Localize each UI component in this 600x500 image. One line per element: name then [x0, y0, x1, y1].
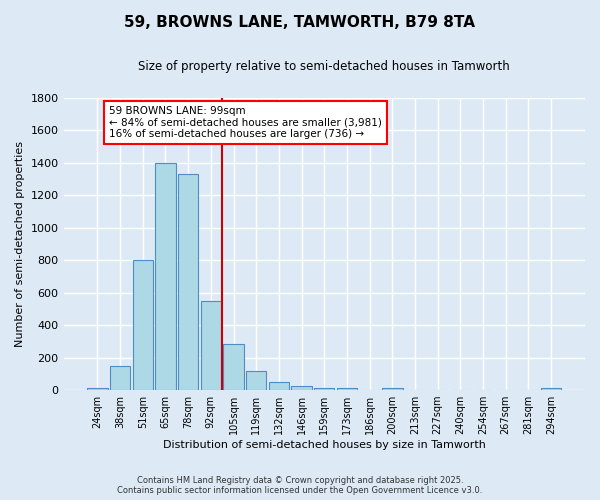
Y-axis label: Number of semi-detached properties: Number of semi-detached properties: [15, 141, 25, 347]
Bar: [133, 260, 153, 390]
Bar: [382, 388, 403, 390]
Bar: [110, 366, 130, 390]
Bar: [541, 388, 561, 390]
Bar: [314, 388, 334, 390]
Bar: [178, 174, 199, 390]
Bar: [87, 388, 107, 390]
Bar: [337, 388, 357, 390]
Title: Size of property relative to semi-detached houses in Tamworth: Size of property relative to semi-detach…: [139, 60, 510, 73]
Bar: [155, 162, 176, 390]
X-axis label: Distribution of semi-detached houses by size in Tamworth: Distribution of semi-detached houses by …: [163, 440, 486, 450]
Bar: [292, 386, 312, 390]
Bar: [246, 370, 266, 390]
Bar: [269, 382, 289, 390]
Bar: [200, 301, 221, 390]
Text: 59 BROWNS LANE: 99sqm
← 84% of semi-detached houses are smaller (3,981)
16% of s: 59 BROWNS LANE: 99sqm ← 84% of semi-deta…: [109, 106, 382, 139]
Text: Contains HM Land Registry data © Crown copyright and database right 2025.
Contai: Contains HM Land Registry data © Crown c…: [118, 476, 482, 495]
Bar: [223, 344, 244, 390]
Text: 59, BROWNS LANE, TAMWORTH, B79 8TA: 59, BROWNS LANE, TAMWORTH, B79 8TA: [125, 15, 476, 30]
